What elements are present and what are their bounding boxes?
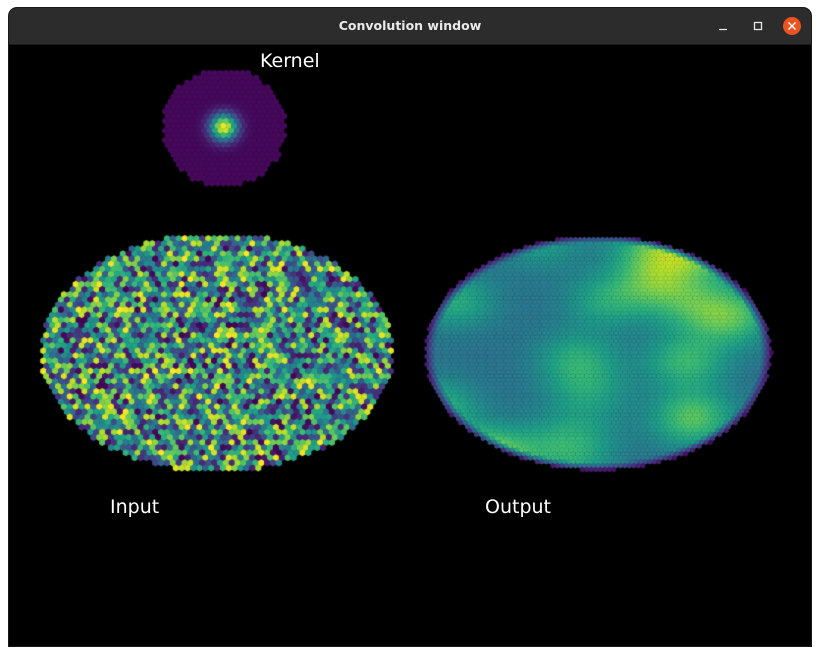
input-label: Input — [110, 496, 160, 518]
minimize-button[interactable] — [713, 16, 733, 36]
close-button[interactable] — [782, 16, 802, 36]
output-hexmap — [422, 233, 774, 473]
minimize-icon — [719, 28, 727, 31]
output-label: Output — [485, 496, 551, 518]
window-title: Convolution window — [338, 18, 482, 33]
maximize-icon — [753, 21, 763, 31]
close-icon — [783, 17, 801, 35]
kernel-hexmap — [159, 65, 289, 190]
title-bar[interactable]: Convolution window — [9, 8, 811, 45]
maximize-button[interactable] — [748, 16, 768, 36]
plot-area: Kernel Input Output — [9, 45, 811, 646]
input-hexmap — [37, 230, 397, 475]
application-window: Convolution window Kernel Input Output — [9, 8, 811, 646]
